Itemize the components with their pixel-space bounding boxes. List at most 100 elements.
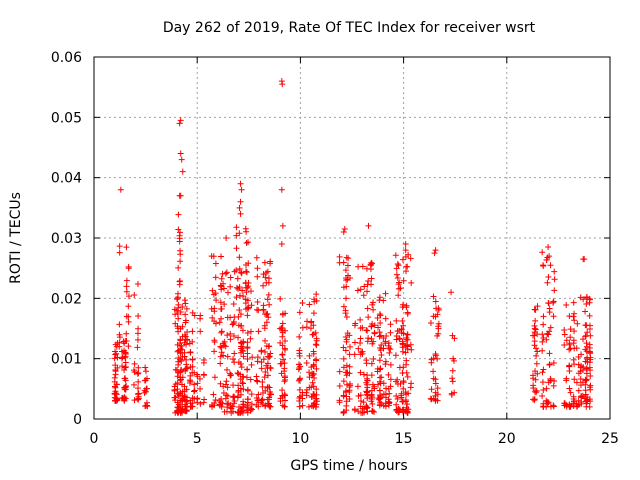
data-point (218, 349, 225, 356)
data-point (253, 395, 260, 402)
data-point (211, 318, 218, 325)
data-point (116, 339, 123, 346)
data-point (191, 395, 198, 402)
data-point (434, 311, 441, 318)
data-point (189, 338, 196, 345)
data-point (382, 361, 389, 368)
data-point (365, 314, 372, 321)
data-point (570, 337, 577, 344)
data-point (345, 255, 352, 262)
data-point (385, 342, 392, 349)
data-point (544, 400, 551, 407)
data-point (571, 361, 578, 368)
data-point (575, 370, 582, 377)
data-point (227, 283, 234, 290)
data-point (534, 303, 541, 310)
data-point (242, 280, 249, 287)
data-point (200, 399, 207, 406)
data-point (550, 360, 557, 367)
data-point (309, 331, 316, 338)
data-point (342, 347, 349, 354)
data-point (174, 399, 181, 406)
data-point (209, 403, 216, 410)
data-point (240, 380, 247, 387)
data-point (344, 330, 351, 337)
data-point (177, 336, 184, 343)
data-point (305, 403, 312, 410)
data-point (119, 363, 126, 370)
data-point (235, 387, 242, 394)
data-point (278, 241, 285, 248)
data-point (262, 337, 269, 344)
data-point (313, 291, 320, 298)
data-point (244, 312, 251, 319)
data-point (365, 277, 372, 284)
data-point (265, 402, 272, 409)
data-point (244, 356, 251, 363)
data-point (220, 285, 227, 292)
data-point (267, 350, 274, 357)
data-point (174, 341, 181, 348)
data-point (400, 364, 407, 371)
data-point (218, 286, 225, 293)
data-point (357, 286, 364, 293)
data-point (114, 354, 121, 361)
data-point (210, 391, 217, 398)
data-point (543, 397, 550, 404)
data-point (187, 348, 194, 355)
data-point (172, 381, 179, 388)
data-point (587, 367, 594, 374)
data-point (182, 366, 189, 373)
data-point (224, 401, 231, 408)
data-point (254, 265, 261, 272)
data-point (229, 408, 236, 415)
data-point (238, 408, 245, 415)
data-point (530, 332, 537, 339)
y-tick-label: 0.01 (51, 352, 82, 368)
data-point (254, 354, 261, 361)
data-point (131, 368, 138, 375)
data-point (363, 360, 370, 367)
data-point (340, 228, 347, 235)
data-point (355, 408, 362, 415)
data-point (377, 387, 384, 394)
data-point (583, 301, 590, 308)
x-tick-label: 5 (193, 431, 202, 447)
data-point (367, 262, 374, 269)
data-point (387, 376, 394, 383)
data-point (125, 263, 132, 270)
data-point (183, 341, 190, 348)
data-point (547, 324, 554, 331)
data-point (223, 408, 230, 415)
data-point (299, 395, 306, 402)
data-point (244, 404, 251, 411)
data-point (123, 244, 130, 251)
data-point (237, 311, 244, 318)
data-point (217, 380, 224, 387)
data-point (570, 299, 577, 306)
data-point (218, 329, 225, 336)
data-point (434, 355, 441, 362)
data-point (404, 401, 411, 408)
data-point (262, 387, 269, 394)
data-point (244, 350, 251, 357)
data-point (187, 372, 194, 379)
data-point (223, 378, 230, 385)
data-point (123, 288, 130, 295)
data-point (236, 204, 243, 211)
data-point (247, 376, 254, 383)
data-point (135, 391, 142, 398)
data-point (123, 382, 130, 389)
data-point (408, 346, 415, 353)
data-point (131, 360, 138, 367)
data-point (122, 383, 129, 390)
data-point (248, 391, 255, 398)
data-point (343, 369, 350, 376)
data-point (546, 305, 553, 312)
data-point (543, 403, 550, 410)
data-point (532, 326, 539, 333)
data-point (387, 321, 394, 328)
data-point (377, 319, 384, 326)
data-point (112, 371, 119, 378)
data-point (550, 382, 557, 389)
